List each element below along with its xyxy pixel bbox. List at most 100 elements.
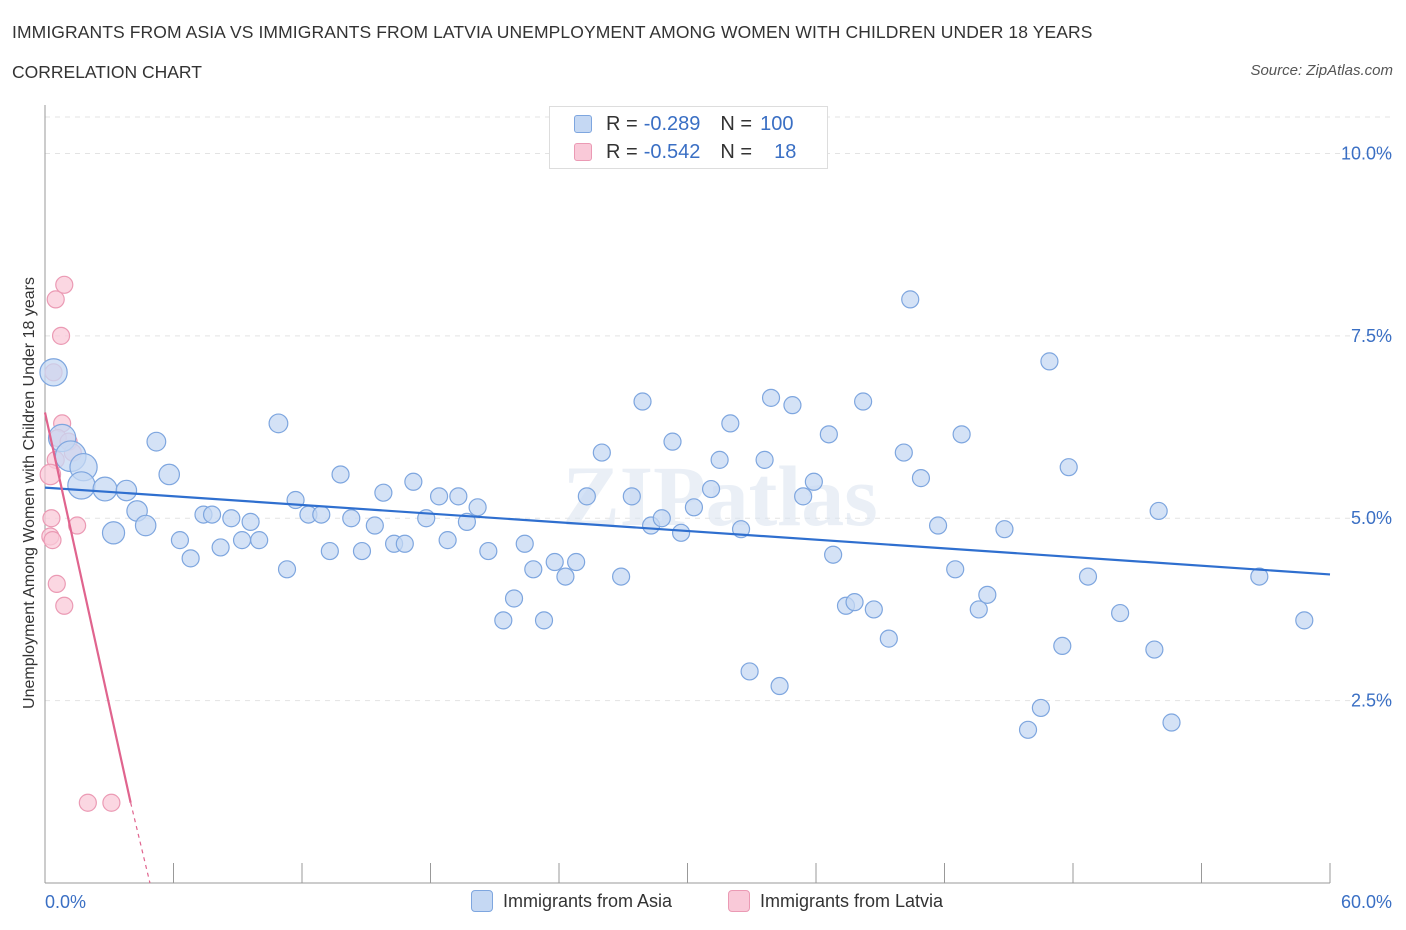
asia-point	[592, 443, 611, 462]
asia-point	[115, 479, 138, 502]
bottom-legend-asia: Immigrants from Asia	[471, 890, 672, 912]
asia-point	[438, 531, 457, 550]
asia-point	[794, 487, 813, 506]
asia-point	[504, 589, 524, 608]
asia-point	[1145, 640, 1164, 659]
bottom-legend-latvia: Immigrants from Latvia	[728, 890, 943, 912]
asia-point	[854, 392, 873, 411]
asia-point	[663, 432, 682, 451]
bottom-legend-label-asia: Immigrants from Asia	[503, 890, 673, 911]
latvia-point	[39, 463, 62, 486]
asia-point	[946, 560, 965, 579]
bottom-legend-swatch-asia	[471, 890, 493, 912]
asia-point	[67, 471, 96, 500]
y-tick-label: 2.5%	[1351, 691, 1392, 711]
legend-n-value-latvia: 18	[774, 140, 797, 163]
legend-swatch-asia	[574, 115, 592, 133]
asia-point	[365, 516, 384, 535]
asia-point	[952, 425, 971, 444]
asia-point	[457, 512, 477, 531]
asia-point	[352, 541, 372, 561]
asia-point	[181, 549, 200, 568]
asia-point	[652, 509, 671, 528]
asia-point	[633, 392, 652, 411]
asia-point	[995, 520, 1014, 539]
asia-point	[755, 450, 774, 469]
asia-point	[494, 611, 513, 630]
y-tick-label: 7.5%	[1351, 326, 1392, 346]
asia-point	[701, 479, 721, 499]
asia-point	[222, 509, 241, 528]
asia-point	[969, 600, 988, 619]
latvia-series-points	[39, 275, 121, 812]
asia-point	[612, 567, 631, 586]
latvia-point	[47, 574, 66, 593]
asia-point	[761, 388, 781, 407]
chart-subtitle: CORRELATION CHART	[12, 62, 202, 82]
asia-point	[170, 531, 190, 550]
asia-point	[202, 505, 222, 524]
asia-point	[39, 358, 68, 387]
asia-point	[342, 509, 361, 528]
asia-point	[374, 483, 393, 502]
asia-point	[479, 541, 498, 561]
asia-point	[1053, 636, 1072, 656]
asia-point	[101, 521, 126, 545]
asia-point	[241, 512, 260, 531]
asia-point	[770, 676, 789, 696]
latvia-point	[42, 509, 61, 528]
asia-point	[622, 487, 641, 506]
asia-point	[534, 611, 554, 630]
asia-point	[1149, 501, 1168, 521]
asia-point	[684, 498, 704, 517]
latvia-point	[55, 596, 74, 615]
asia-point	[804, 472, 823, 491]
latvia-point	[55, 275, 74, 294]
legend-r-label: R =	[606, 112, 638, 135]
asia-point	[928, 516, 948, 535]
asia-trend-line	[44, 486, 1331, 576]
asia-point	[864, 600, 883, 619]
latvia-point	[51, 326, 71, 345]
asia-point	[740, 662, 759, 681]
asia-point	[545, 552, 564, 572]
asia-point	[1031, 698, 1050, 718]
asia-point	[819, 425, 838, 444]
tick-labels: 2.5% 5.0% 7.5% 10.0% 0.0% 60.0%	[45, 143, 1392, 912]
asia-point	[894, 443, 913, 462]
trend-lines	[43, 412, 1331, 884]
latvia-point	[68, 516, 87, 535]
legend-row-latvia: R = -0.542 N = 18	[574, 141, 796, 163]
asia-point	[320, 541, 339, 561]
asia-point	[710, 450, 729, 469]
asia-point	[845, 593, 864, 612]
legend-n-label: N =	[720, 140, 753, 163]
asia-point	[449, 487, 468, 506]
asia-point	[824, 545, 843, 564]
asia-point	[404, 472, 423, 491]
x-tick-label-min: 0.0%	[45, 892, 86, 912]
asia-point	[1250, 567, 1269, 586]
asia-point	[92, 476, 118, 502]
y-tick-label: 5.0%	[1351, 508, 1392, 528]
asia-point	[1111, 603, 1130, 623]
bottom-legend-label-latvia: Immigrants from Latvia	[760, 890, 944, 911]
latvia-point	[46, 290, 65, 309]
asia-point	[1040, 352, 1059, 371]
legend-r-label: R =	[606, 140, 638, 163]
asia-point	[879, 629, 898, 648]
y-tick-label: 10.0%	[1341, 143, 1392, 163]
latvia-trend-extension	[130, 802, 151, 884]
chart-title: IMMIGRANTS FROM ASIA VS IMMIGRANTS FROM …	[12, 22, 1093, 42]
asia-point	[1078, 567, 1098, 586]
asia-point	[515, 534, 534, 553]
latvia-point	[43, 531, 62, 550]
legend-r-value-asia: -0.289	[643, 112, 701, 135]
x-tick-label-max: 60.0%	[1341, 892, 1392, 912]
asia-point	[1018, 720, 1038, 739]
correlation-legend: R = -0.289 N = 100 R = -0.542 N = 18	[549, 106, 828, 169]
legend-n-label: N =	[720, 112, 753, 135]
asia-point	[556, 567, 575, 586]
asia-point	[783, 396, 802, 415]
